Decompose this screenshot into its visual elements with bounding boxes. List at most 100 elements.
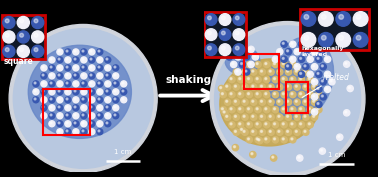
Circle shape (256, 123, 258, 125)
Circle shape (298, 41, 305, 47)
Circle shape (89, 89, 95, 95)
Circle shape (336, 33, 350, 47)
Circle shape (98, 74, 100, 76)
Circle shape (282, 93, 284, 95)
Circle shape (304, 100, 306, 102)
Circle shape (41, 105, 47, 111)
Circle shape (105, 121, 111, 127)
Circle shape (259, 84, 265, 90)
Circle shape (344, 61, 350, 67)
Circle shape (274, 93, 276, 95)
Circle shape (248, 78, 249, 80)
Circle shape (219, 44, 231, 56)
Circle shape (105, 113, 111, 119)
Circle shape (49, 81, 55, 87)
Bar (286, 82, 308, 113)
Circle shape (81, 65, 87, 71)
Circle shape (50, 66, 52, 68)
Circle shape (66, 58, 68, 60)
Circle shape (58, 50, 60, 52)
Circle shape (300, 108, 302, 110)
Circle shape (326, 57, 328, 59)
Circle shape (316, 71, 322, 77)
Circle shape (287, 65, 288, 67)
Circle shape (271, 155, 277, 161)
Circle shape (58, 122, 60, 124)
Circle shape (5, 19, 9, 23)
Circle shape (34, 82, 36, 84)
Circle shape (274, 57, 276, 59)
Circle shape (114, 114, 116, 116)
Circle shape (263, 137, 270, 143)
Circle shape (263, 76, 270, 83)
Circle shape (285, 64, 291, 70)
Circle shape (97, 81, 103, 87)
Circle shape (263, 92, 270, 98)
Circle shape (294, 99, 300, 105)
Circle shape (272, 61, 279, 68)
Circle shape (82, 50, 84, 52)
Circle shape (249, 47, 251, 50)
Circle shape (243, 130, 245, 132)
Circle shape (252, 100, 254, 102)
Circle shape (255, 61, 261, 68)
Circle shape (90, 114, 92, 116)
Circle shape (317, 102, 319, 105)
Circle shape (278, 50, 280, 52)
Circle shape (82, 90, 84, 92)
Circle shape (17, 31, 29, 43)
Circle shape (49, 121, 55, 127)
Bar (244, 54, 279, 88)
Circle shape (65, 49, 71, 55)
Circle shape (281, 76, 287, 83)
Circle shape (237, 122, 244, 128)
Circle shape (272, 107, 279, 113)
Circle shape (239, 108, 241, 110)
Circle shape (90, 106, 92, 108)
Circle shape (66, 122, 68, 124)
Circle shape (281, 122, 287, 128)
Circle shape (222, 110, 228, 116)
Circle shape (114, 106, 116, 108)
Circle shape (250, 152, 256, 158)
Circle shape (313, 65, 314, 67)
Circle shape (281, 56, 287, 62)
Circle shape (290, 56, 296, 62)
Circle shape (240, 62, 243, 65)
Circle shape (320, 48, 326, 55)
Circle shape (316, 101, 322, 108)
Circle shape (106, 122, 108, 124)
Circle shape (291, 123, 293, 125)
Circle shape (49, 113, 55, 119)
Circle shape (298, 156, 300, 158)
Circle shape (73, 89, 79, 95)
Circle shape (252, 85, 254, 87)
Circle shape (344, 110, 350, 116)
Circle shape (285, 69, 291, 75)
Circle shape (268, 114, 274, 120)
Circle shape (290, 107, 296, 113)
Circle shape (41, 73, 47, 79)
Circle shape (89, 105, 95, 111)
Circle shape (74, 58, 76, 60)
Circle shape (260, 70, 262, 72)
Circle shape (222, 93, 223, 95)
Circle shape (272, 76, 279, 83)
Circle shape (98, 66, 100, 68)
Circle shape (57, 121, 63, 127)
Circle shape (57, 65, 63, 71)
Circle shape (50, 106, 52, 108)
Circle shape (66, 98, 68, 100)
Circle shape (58, 90, 60, 92)
Circle shape (256, 93, 258, 95)
Circle shape (57, 57, 63, 63)
Circle shape (220, 107, 226, 113)
Circle shape (73, 81, 79, 87)
Circle shape (97, 65, 103, 71)
Text: 1 cm: 1 cm (115, 149, 132, 155)
Circle shape (229, 76, 235, 83)
Circle shape (121, 97, 127, 103)
Circle shape (269, 85, 271, 87)
Circle shape (243, 85, 245, 87)
Circle shape (235, 16, 239, 20)
